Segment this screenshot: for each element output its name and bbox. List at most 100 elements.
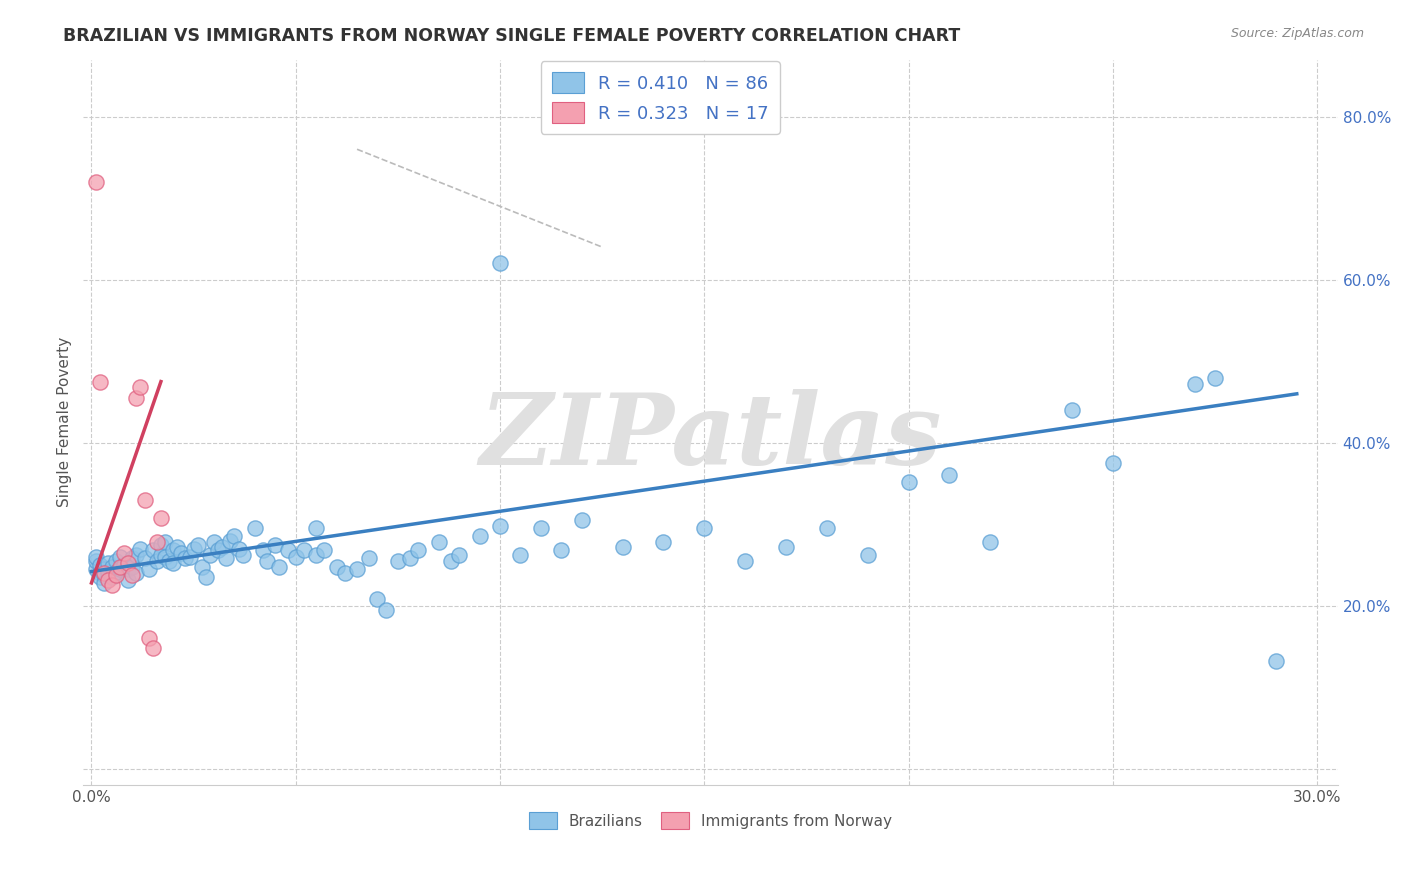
Point <box>325 559 347 574</box>
Point <box>366 592 388 607</box>
Point <box>509 548 531 562</box>
Point <box>489 256 512 270</box>
Point <box>162 543 184 558</box>
Text: Source: ZipAtlas.com: Source: ZipAtlas.com <box>1230 27 1364 40</box>
Point <box>104 554 127 568</box>
Point <box>530 521 553 535</box>
Point <box>93 567 115 582</box>
Point <box>183 541 205 556</box>
Point <box>305 521 328 535</box>
Point <box>277 543 299 558</box>
Point <box>652 535 675 549</box>
Point <box>97 573 120 587</box>
Point <box>897 475 920 489</box>
Point <box>142 641 165 656</box>
Point <box>232 548 254 562</box>
Point <box>856 548 879 562</box>
Point <box>979 535 1001 549</box>
Point <box>121 551 143 566</box>
Point <box>108 559 131 574</box>
Point <box>194 570 217 584</box>
Point <box>129 380 152 394</box>
Point <box>89 558 111 572</box>
Point <box>121 559 143 574</box>
Point <box>224 529 246 543</box>
Point <box>179 549 201 564</box>
Point <box>359 551 381 566</box>
Point <box>346 562 368 576</box>
Point <box>89 570 111 584</box>
Point <box>134 551 156 566</box>
Point <box>693 521 716 535</box>
Point <box>215 551 238 566</box>
Point <box>84 175 107 189</box>
Point <box>269 559 291 574</box>
Point <box>211 540 233 554</box>
Text: ZIPatlas: ZIPatlas <box>479 389 942 485</box>
Point <box>134 492 156 507</box>
Point <box>612 540 634 554</box>
Point <box>284 549 307 564</box>
Point <box>1060 403 1083 417</box>
Point <box>468 529 491 543</box>
Point <box>84 562 107 576</box>
Point <box>408 543 430 558</box>
Point <box>305 548 328 562</box>
Point <box>84 549 107 564</box>
Point <box>219 533 242 548</box>
Point <box>387 554 409 568</box>
Point <box>117 573 139 587</box>
Point <box>146 554 169 568</box>
Point <box>112 546 135 560</box>
Point <box>440 554 463 568</box>
Point <box>292 543 315 558</box>
Point <box>97 565 120 579</box>
Point <box>1102 456 1125 470</box>
Point <box>129 541 152 556</box>
Point <box>93 576 115 591</box>
Point <box>333 566 356 581</box>
Point <box>142 543 165 558</box>
Point <box>815 521 838 535</box>
Point <box>187 538 209 552</box>
Point <box>202 535 225 549</box>
Point <box>101 578 124 592</box>
Point <box>191 559 214 574</box>
Y-axis label: Single Female Poverty: Single Female Poverty <box>58 337 72 508</box>
Point <box>125 548 148 562</box>
Point <box>101 570 124 584</box>
Point <box>198 548 221 562</box>
Point <box>399 551 422 566</box>
Point <box>1204 370 1226 384</box>
Point <box>117 562 139 576</box>
Point <box>243 521 266 535</box>
Point <box>252 543 274 558</box>
Point <box>734 554 756 568</box>
Point <box>125 391 148 405</box>
Legend: Brazilians, Immigrants from Norway: Brazilians, Immigrants from Norway <box>523 805 898 836</box>
Point <box>228 541 250 556</box>
Point <box>314 543 336 558</box>
Point <box>89 566 111 581</box>
Point <box>1184 377 1206 392</box>
Point <box>149 510 172 524</box>
Point <box>121 567 143 582</box>
Point <box>101 559 124 574</box>
Point <box>146 535 169 549</box>
Point <box>571 513 593 527</box>
Point <box>427 535 450 549</box>
Point <box>489 519 512 533</box>
Point <box>112 558 135 572</box>
Point <box>97 557 120 571</box>
Point <box>374 603 396 617</box>
Point <box>125 566 148 581</box>
Point <box>166 540 188 554</box>
Point <box>170 546 193 560</box>
Point <box>938 468 960 483</box>
Point <box>157 554 180 568</box>
Point <box>149 548 172 562</box>
Point <box>162 557 184 571</box>
Point <box>117 557 139 571</box>
Point <box>775 540 797 554</box>
Point <box>93 562 115 576</box>
